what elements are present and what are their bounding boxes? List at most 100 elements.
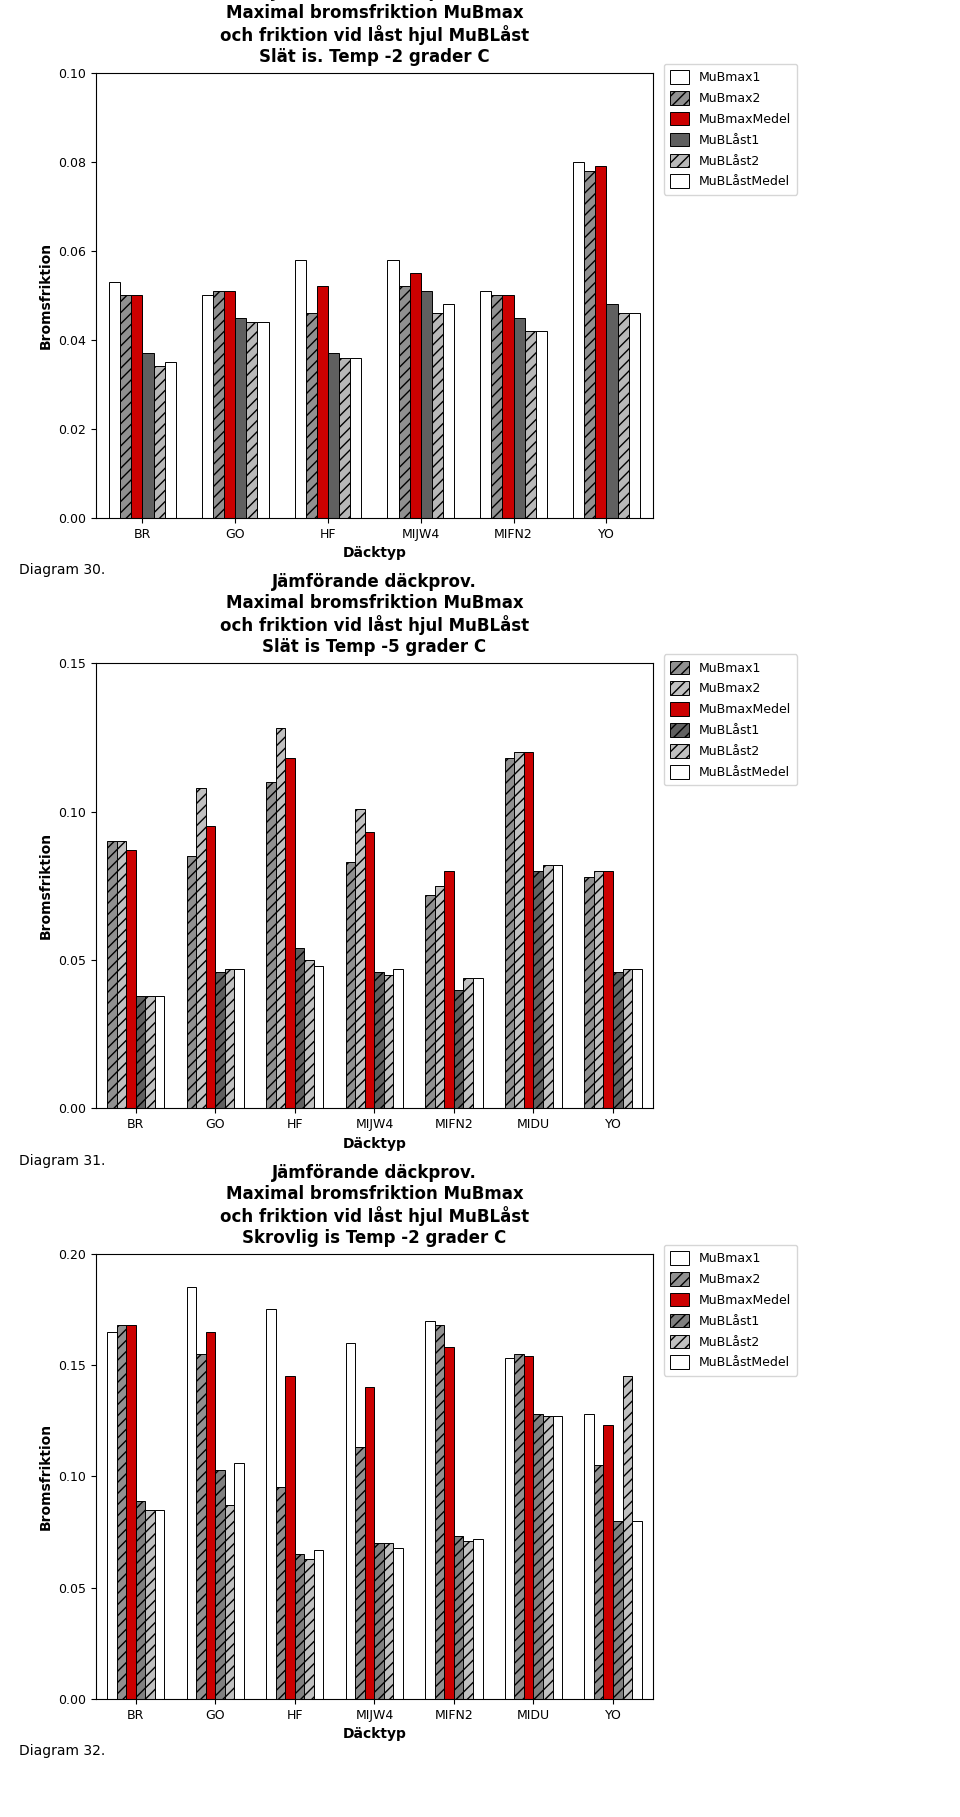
Bar (444, 303, 454, 518)
Bar (374, 1543, 384, 1699)
Bar (109, 282, 120, 518)
Bar (473, 978, 483, 1108)
Bar (202, 294, 213, 518)
Bar (135, 1501, 145, 1699)
Text: Diagram 32.: Diagram 32. (19, 1744, 106, 1759)
Bar (410, 273, 420, 518)
Bar (225, 1504, 234, 1699)
Bar (317, 287, 328, 518)
Bar (594, 870, 604, 1108)
Bar (420, 291, 432, 518)
Bar (607, 303, 617, 518)
Bar (388, 260, 398, 518)
Bar (534, 1414, 543, 1699)
Bar (155, 1510, 164, 1699)
Bar (595, 165, 607, 518)
Bar (435, 1325, 444, 1699)
Bar (135, 996, 145, 1108)
Bar (444, 1346, 454, 1699)
Bar (454, 1537, 464, 1699)
Legend: MuBmax1, MuBmax2, MuBmaxMedel, MuBLåst1, MuBLåst2, MuBLåstMedel: MuBmax1, MuBmax2, MuBmaxMedel, MuBLåst1,… (664, 654, 798, 785)
Bar (394, 968, 403, 1108)
Bar (585, 878, 594, 1108)
Bar (350, 358, 361, 518)
Bar (186, 856, 196, 1108)
Bar (604, 1425, 613, 1699)
Bar (629, 313, 639, 518)
Bar (155, 996, 164, 1108)
Y-axis label: Bromsfriktion: Bromsfriktion (38, 832, 53, 939)
Bar (215, 972, 225, 1108)
Bar (573, 162, 584, 518)
Bar (515, 752, 524, 1108)
Bar (117, 841, 126, 1108)
Bar (205, 827, 215, 1108)
Bar (196, 789, 205, 1108)
Bar (425, 894, 435, 1108)
Bar (234, 968, 244, 1108)
Bar (464, 1541, 473, 1699)
Bar (154, 367, 165, 518)
Bar (584, 171, 595, 518)
Bar (594, 1465, 604, 1699)
Bar (553, 865, 563, 1108)
Bar (514, 318, 525, 518)
Bar (543, 865, 553, 1108)
Bar (374, 972, 384, 1108)
Bar (632, 1521, 641, 1699)
Bar (145, 1510, 155, 1699)
Bar (480, 291, 492, 518)
Bar (365, 1388, 374, 1699)
Bar (432, 313, 444, 518)
Bar (632, 968, 641, 1108)
Bar (285, 1375, 295, 1699)
Bar (314, 967, 324, 1108)
Bar (525, 331, 536, 518)
Bar (553, 1415, 563, 1699)
Bar (108, 841, 117, 1108)
X-axis label: Däcktyp: Däcktyp (343, 1728, 406, 1741)
Bar (613, 1521, 623, 1699)
Bar (425, 1321, 435, 1699)
Bar (339, 358, 350, 518)
Bar (126, 1325, 135, 1699)
Bar (215, 1470, 225, 1699)
Bar (365, 832, 374, 1108)
Bar (304, 959, 314, 1108)
Bar (225, 968, 234, 1108)
Bar (617, 313, 629, 518)
Bar (234, 1463, 244, 1699)
Bar (464, 978, 473, 1108)
Y-axis label: Bromsfriktion: Bromsfriktion (38, 242, 53, 349)
Bar (132, 294, 142, 518)
Bar (276, 1488, 285, 1699)
Bar (623, 968, 632, 1108)
Bar (295, 260, 305, 518)
Bar (355, 1448, 365, 1699)
Bar (524, 1355, 534, 1699)
Bar (604, 870, 613, 1108)
Title: Jämförande däckprov.
Maximal bromsfriktion MuBmax
och friktion vid låst hjul MuB: Jämförande däckprov. Maximal bromsfrikti… (220, 574, 529, 656)
Bar (235, 318, 247, 518)
Y-axis label: Bromsfriktion: Bromsfriktion (38, 1423, 53, 1530)
Bar (120, 294, 132, 518)
Title: Jämförande däckprov.
Maximal bromsfriktion MuBmax
och friktion vid låst hjul MuB: Jämförande däckprov. Maximal bromsfrikti… (220, 0, 529, 65)
Bar (205, 1332, 215, 1699)
Bar (328, 352, 339, 518)
Title: Jämförande däckprov.
Maximal bromsfriktion MuBmax
och friktion vid låst hjul MuB: Jämförande däckprov. Maximal bromsfrikti… (220, 1165, 529, 1246)
Bar (623, 1375, 632, 1699)
Bar (435, 885, 444, 1108)
Bar (454, 990, 464, 1108)
Bar (285, 758, 295, 1108)
Bar (266, 1310, 276, 1699)
Bar (505, 758, 515, 1108)
Bar (543, 1415, 553, 1699)
Bar (196, 1354, 205, 1699)
Bar (165, 362, 176, 518)
Bar (505, 1359, 515, 1699)
Bar (108, 1332, 117, 1699)
Bar (117, 1325, 126, 1699)
Bar (492, 294, 502, 518)
Bar (384, 974, 394, 1108)
Bar (145, 996, 155, 1108)
